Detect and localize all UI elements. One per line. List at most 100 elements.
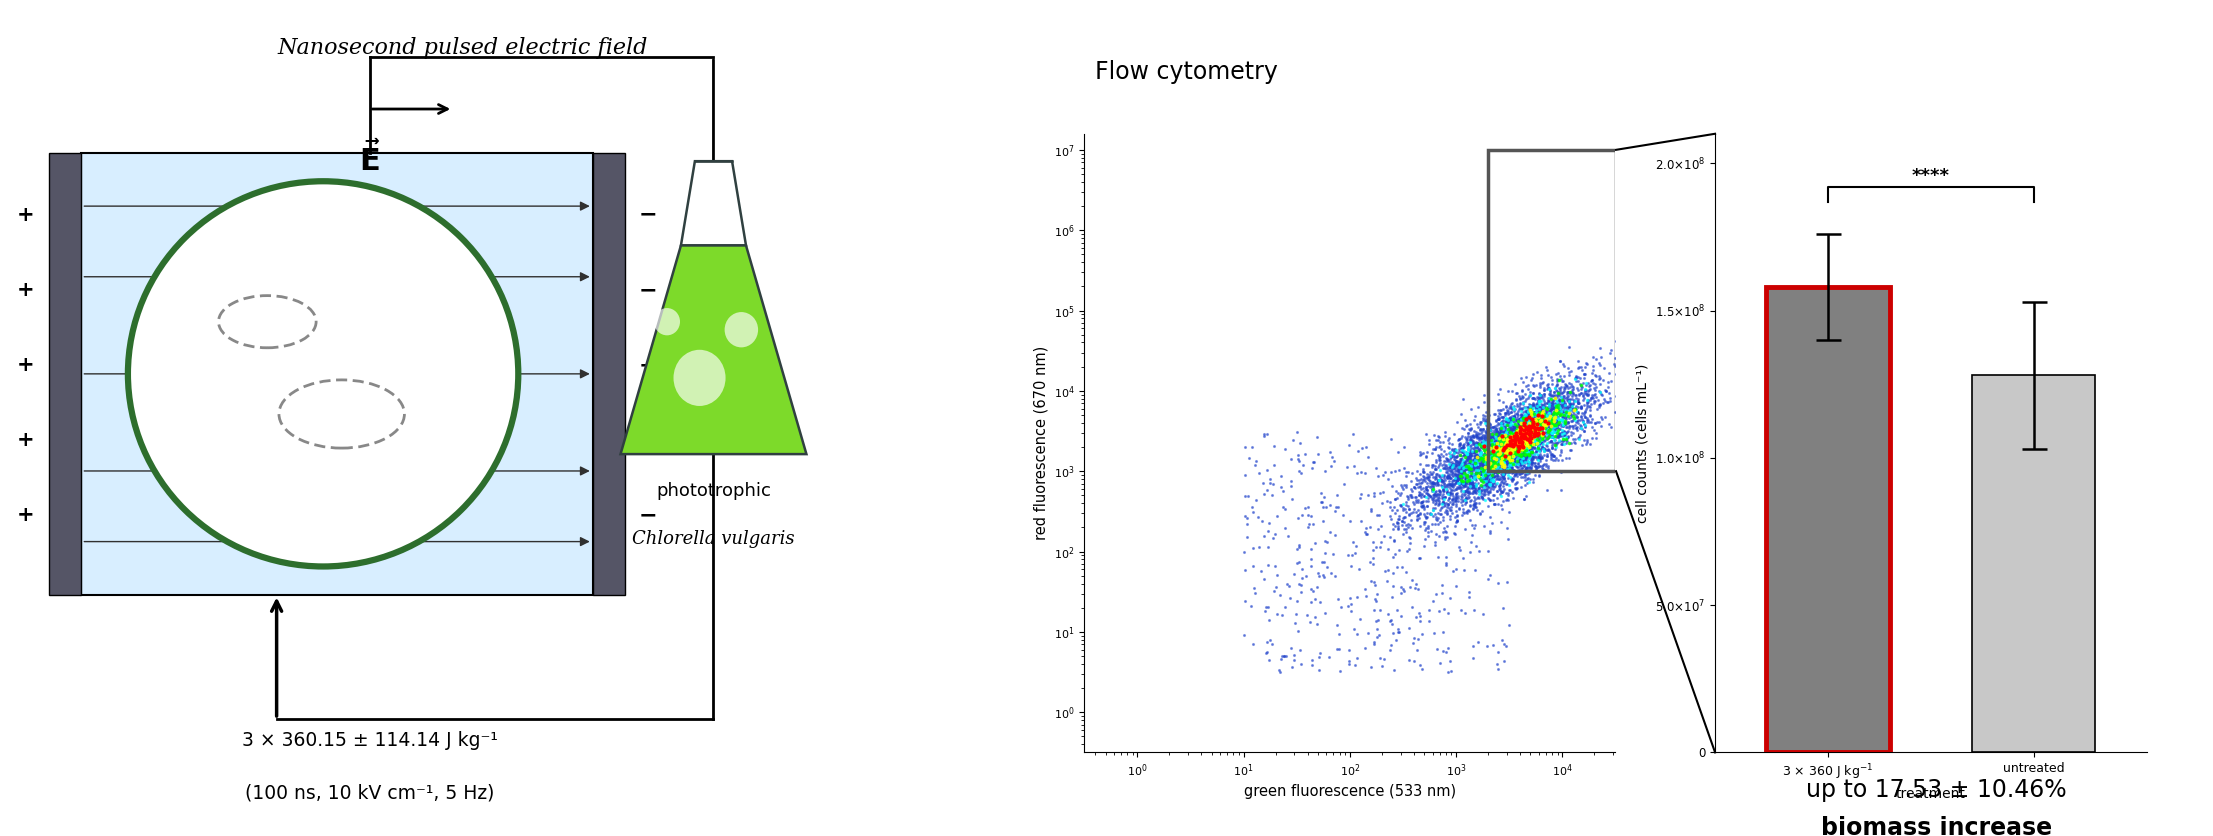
Point — [1485, 655, 1520, 668]
Point — [1523, 403, 1558, 416]
Point — [1485, 451, 1520, 464]
Point — [1381, 625, 1416, 639]
Point — [1514, 421, 1549, 434]
Point — [1412, 434, 1447, 447]
Point — [1407, 472, 1443, 486]
Point — [1480, 445, 1516, 458]
Point — [1536, 410, 1571, 423]
Point — [1467, 433, 1503, 446]
Point — [1565, 402, 1600, 415]
Point — [1494, 439, 1529, 452]
Point — [1436, 465, 1472, 478]
Point — [1565, 409, 1600, 422]
Point — [1498, 431, 1534, 445]
Point — [1494, 461, 1529, 475]
Point — [1511, 406, 1547, 420]
Point — [1492, 461, 1527, 475]
Point — [1438, 487, 1474, 501]
Point — [1476, 420, 1511, 433]
Point — [1445, 454, 1480, 467]
Point — [1235, 500, 1270, 513]
Point — [1511, 420, 1547, 433]
Point — [1485, 441, 1520, 454]
Point — [1492, 431, 1527, 445]
Point — [1461, 472, 1496, 485]
Point — [1359, 522, 1394, 536]
Point — [1516, 427, 1551, 441]
Point — [1480, 452, 1516, 466]
Point — [1525, 458, 1560, 472]
Point — [1465, 463, 1500, 477]
Point — [1467, 444, 1503, 457]
Point — [1461, 441, 1496, 455]
Point — [1500, 435, 1536, 448]
Point — [1500, 454, 1536, 467]
Point — [1503, 444, 1538, 457]
Point — [1454, 470, 1489, 483]
Point — [1525, 393, 1560, 406]
Point — [1536, 449, 1571, 462]
Point — [1523, 415, 1558, 429]
Point — [1458, 485, 1494, 498]
Point — [1505, 424, 1540, 437]
Point — [1509, 462, 1545, 476]
Point — [1487, 425, 1523, 438]
Point — [1534, 421, 1569, 435]
Point — [1465, 440, 1500, 453]
Point — [1556, 419, 1591, 432]
Point — [1511, 421, 1547, 435]
Point — [1463, 429, 1498, 442]
Point — [1485, 472, 1520, 486]
Point — [1354, 502, 1390, 515]
Point — [1516, 398, 1551, 411]
Point — [1492, 410, 1527, 424]
Point — [1582, 358, 1618, 371]
Point — [1401, 473, 1436, 487]
Point — [1520, 425, 1556, 438]
Point — [1549, 394, 1585, 407]
Point — [1492, 446, 1527, 460]
Point — [1520, 441, 1556, 454]
Point — [1507, 387, 1542, 400]
Point — [1503, 434, 1538, 447]
Point — [1496, 441, 1531, 454]
Point — [1469, 437, 1505, 451]
Point — [1474, 456, 1509, 469]
Point — [1450, 469, 1485, 482]
Point — [1452, 431, 1487, 444]
Point — [1485, 428, 1520, 441]
Point — [1467, 520, 1503, 533]
Point — [1430, 665, 1465, 679]
Point — [1376, 492, 1412, 505]
Point — [1476, 462, 1511, 476]
Point — [1454, 445, 1489, 458]
Point — [1498, 465, 1534, 478]
Point — [1456, 490, 1492, 503]
Point — [1494, 442, 1529, 456]
Point — [1520, 436, 1556, 450]
Point — [1514, 422, 1549, 436]
Point — [1496, 400, 1531, 413]
Point — [1469, 572, 1505, 585]
Point — [1487, 466, 1523, 479]
Point — [1332, 591, 1368, 604]
Point — [1416, 487, 1452, 501]
Point — [1527, 418, 1562, 431]
Point — [1503, 410, 1538, 424]
Point — [1507, 408, 1542, 421]
Point — [1511, 416, 1547, 430]
Point — [1454, 468, 1489, 482]
Point — [1308, 464, 1343, 477]
Point — [1480, 443, 1516, 456]
Point — [1518, 413, 1554, 426]
Point — [1485, 432, 1520, 446]
Point — [1503, 440, 1538, 453]
Point — [1492, 406, 1527, 420]
Point — [1540, 415, 1576, 428]
Point — [1494, 443, 1529, 456]
Point — [1463, 472, 1498, 486]
Point — [1489, 432, 1525, 446]
Point — [1458, 467, 1494, 481]
Point — [1511, 464, 1547, 477]
Point — [1458, 441, 1494, 455]
